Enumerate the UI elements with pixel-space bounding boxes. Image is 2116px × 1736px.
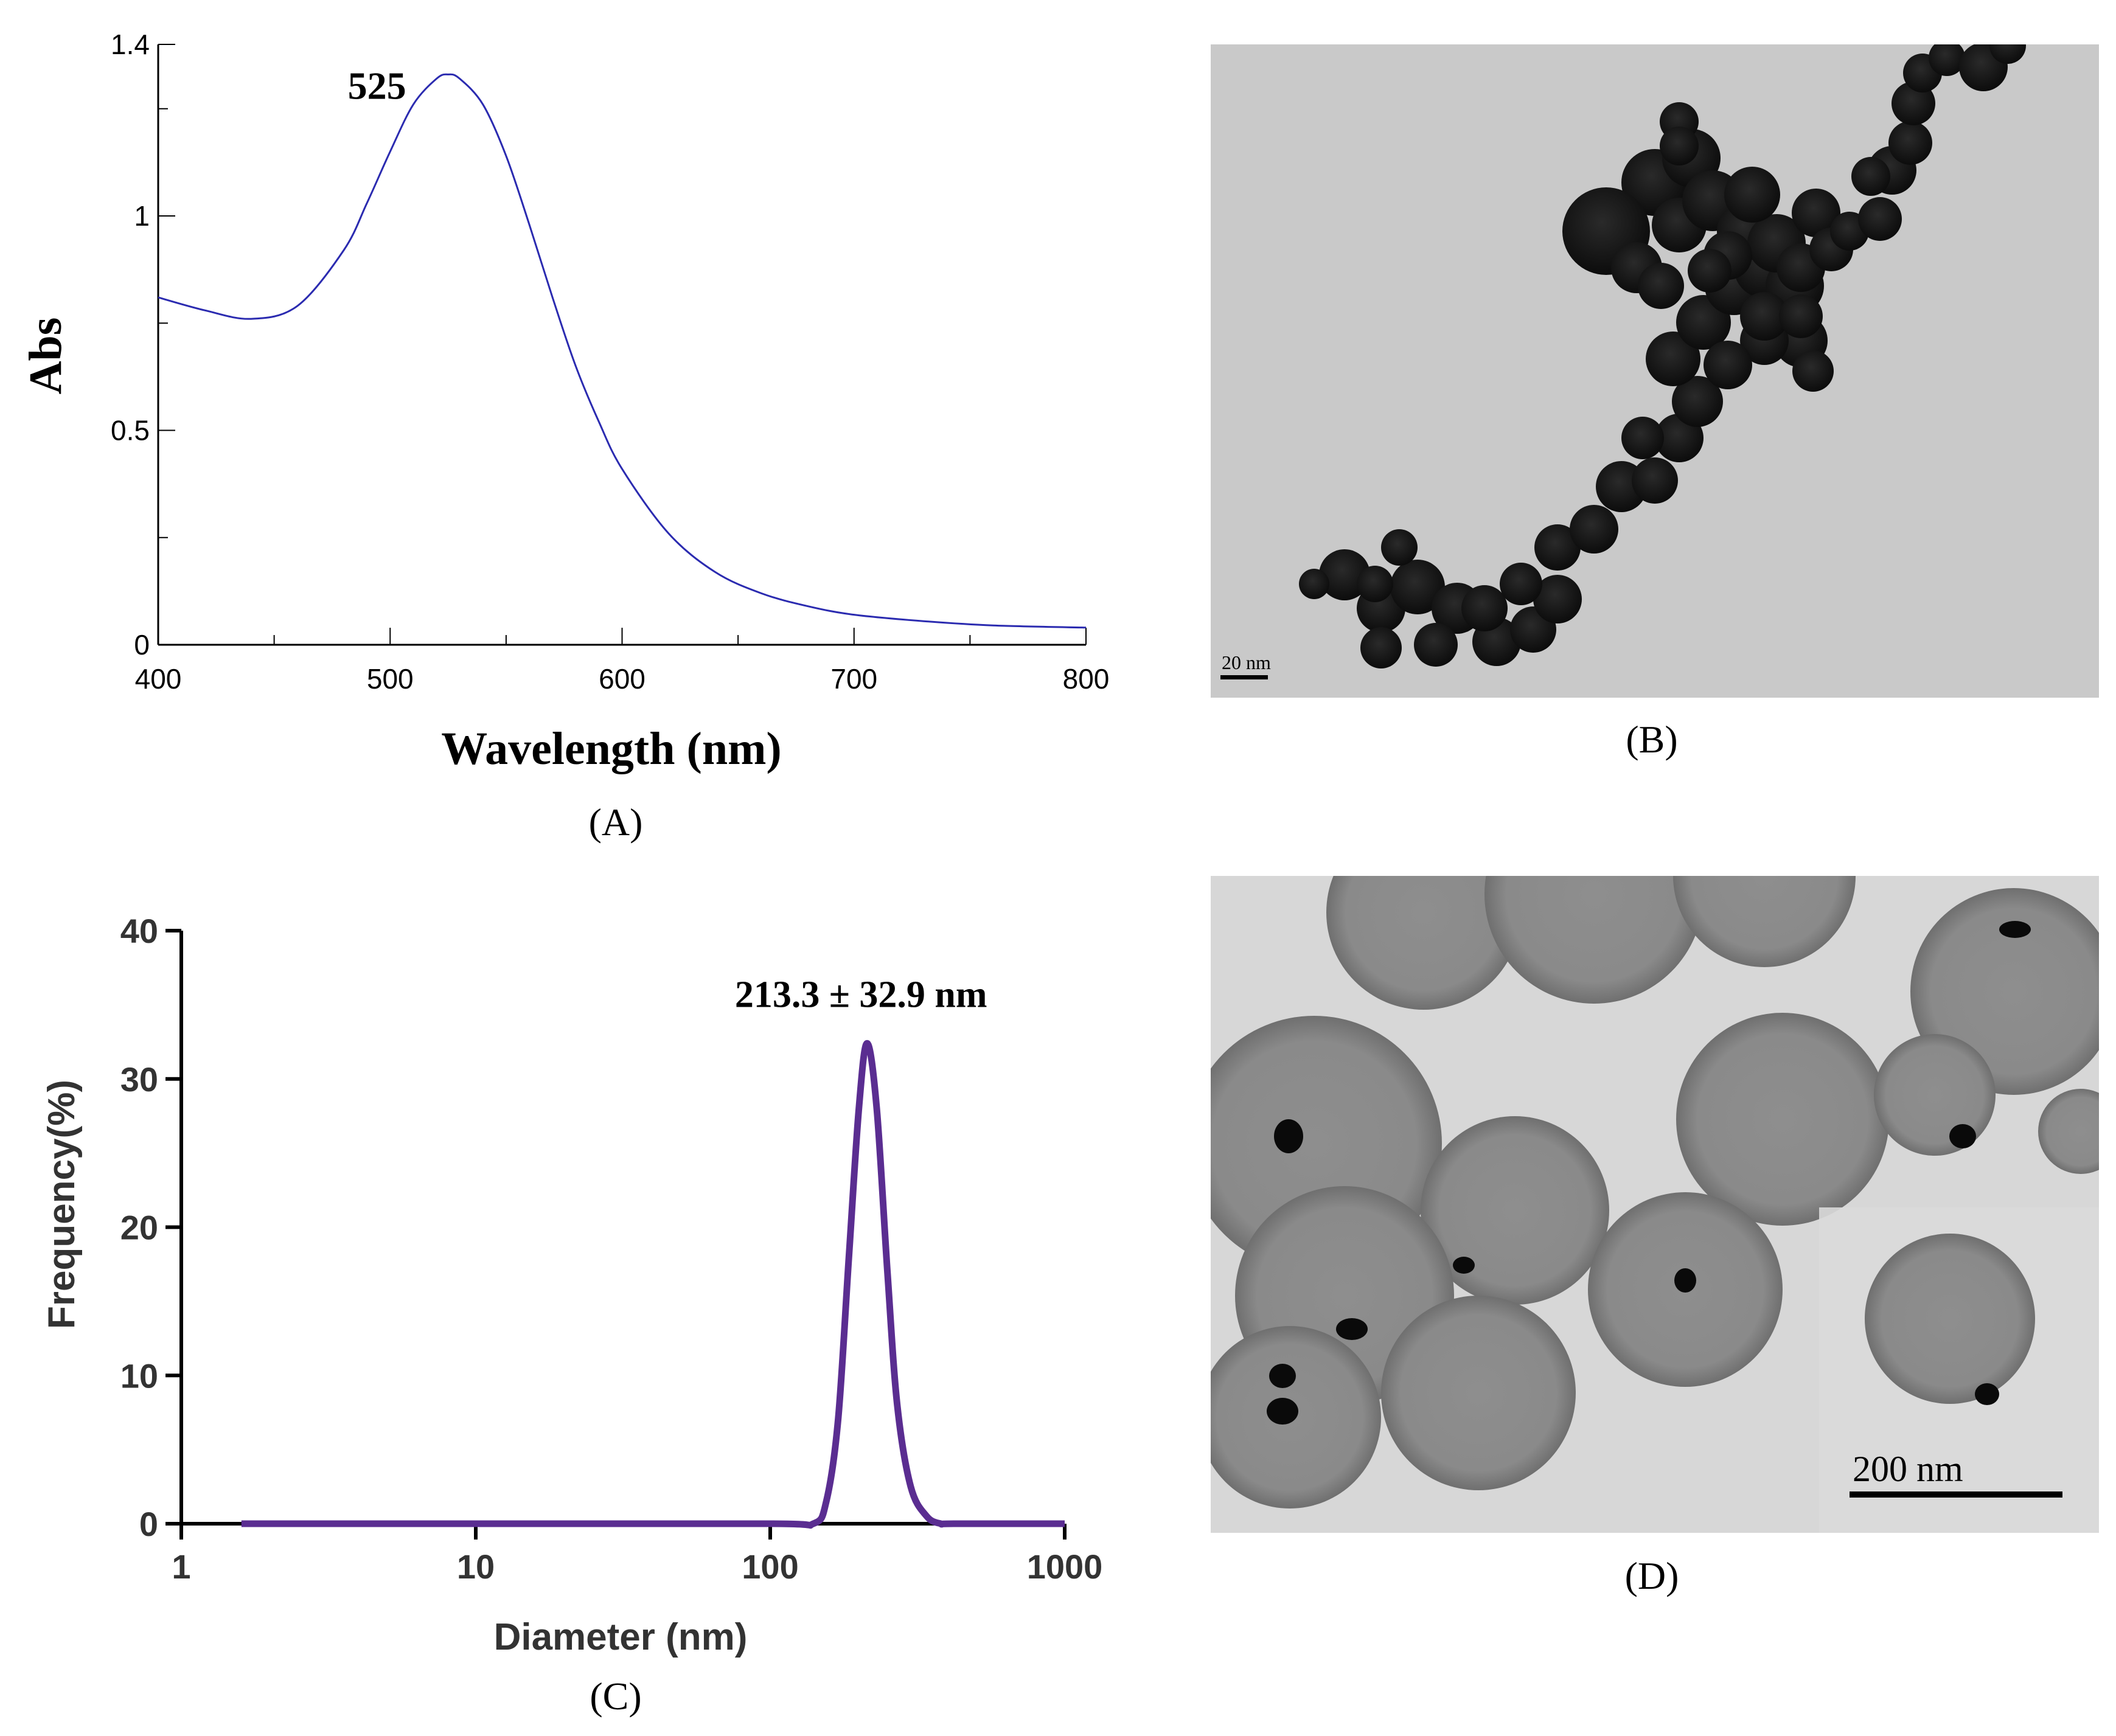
- silica-shell: [1326, 876, 1521, 1010]
- gold-core: [1999, 921, 2031, 938]
- dls-ticks: [165, 929, 1067, 1540]
- silica-shell: [1381, 1296, 1576, 1490]
- dls-y-tick-label: 40: [120, 912, 158, 950]
- tem-d-scale-bar: 200 nm: [1850, 1449, 2062, 1498]
- nanoparticle: [1929, 44, 1965, 76]
- nanoparticle: [1646, 332, 1700, 386]
- tem-silica-shells: [1211, 876, 2099, 1509]
- uv-vis-x-tick-label: 600: [599, 663, 646, 695]
- nanoparticle: [1688, 249, 1731, 293]
- uv-vis-chart: 400 500 600 700 800 0 0.5 1 1.4 525 Wavelength …: [20, 29, 1109, 774]
- uv-vis-x-tick-label: 500: [367, 663, 414, 695]
- nanoparticle: [1381, 529, 1418, 566]
- panel-b-caption: (B): [1626, 718, 1677, 761]
- silica-shell: [1676, 1013, 1889, 1226]
- tem-image-gold-nanoparticles: [1211, 44, 2099, 698]
- nanoparticle: [1390, 560, 1445, 614]
- nanoparticle: [1892, 82, 1935, 125]
- nanoparticle: [1989, 44, 2026, 64]
- gold-core: [1267, 1398, 1298, 1425]
- tem-d-inset-particle: [1865, 1234, 2035, 1404]
- nanoparticle: [1888, 121, 1932, 165]
- nanoparticle: [1299, 569, 1329, 599]
- dls-size-chart: 1 10 100 1000 0 10 20 30 40 213.3 ± 32.9 nm Dia…: [41, 912, 1102, 1658]
- uv-vis-x-tick-label: 400: [135, 663, 182, 695]
- dls-peak-annotation: 213.3 ± 32.9 nm: [735, 974, 987, 1015]
- nanoparticle: [1851, 157, 1890, 196]
- gold-core: [1674, 1268, 1696, 1293]
- dls-y-tick-label: 10: [120, 1356, 158, 1395]
- uv-vis-x-tick-label: 800: [1063, 663, 1110, 695]
- uv-vis-peak-annotation: 525: [348, 64, 406, 107]
- nanoparticle: [1672, 376, 1723, 427]
- dls-x-axis-label: Diameter (nm): [494, 1616, 748, 1658]
- nanoparticle: [1414, 623, 1458, 667]
- gold-core: [1274, 1119, 1303, 1153]
- dls-x-tick-label: 1000: [1027, 1547, 1103, 1586]
- nanoparticle: [1792, 350, 1834, 392]
- gold-core: [1949, 1124, 1976, 1148]
- uv-vis-x-axis-label: Wavelength (nm): [441, 723, 781, 774]
- dls-x-tick-label: 1: [172, 1547, 190, 1586]
- tem-b-scale-bar: 20 nm: [1220, 651, 1271, 679]
- nanoparticle: [1660, 127, 1699, 165]
- nanoparticle: [1570, 505, 1618, 554]
- uv-vis-ticks: [157, 44, 1087, 646]
- nanoparticle: [1533, 575, 1582, 623]
- uv-vis-y-tick-labels: 0 0.5 1 1.4: [111, 29, 150, 661]
- uv-vis-x-tick-label: 700: [830, 663, 877, 695]
- uv-vis-y-tick-label: 1.4: [111, 29, 150, 60]
- dls-x-tick-label: 10: [457, 1547, 495, 1586]
- nanoparticle: [1704, 341, 1752, 389]
- nanoparticle: [1621, 417, 1664, 459]
- dls-y-tick-labels: 0 10 20 30 40: [120, 912, 158, 1543]
- uv-vis-y-tick-label: 0.5: [111, 415, 150, 446]
- tem-d-scale-bar-label: 200 nm: [1853, 1449, 1963, 1489]
- gold-core: [1453, 1257, 1475, 1274]
- nanoparticle: [1779, 294, 1823, 338]
- dls-x-tick-label: 100: [742, 1547, 798, 1586]
- silica-shell: [1484, 876, 1704, 1004]
- uv-vis-y-axis-label: Abs: [20, 318, 71, 395]
- dls-y-tick-label: 30: [120, 1060, 158, 1099]
- nanoparticle: [1360, 627, 1402, 668]
- nanoparticle: [1534, 524, 1581, 571]
- uv-vis-y-tick-label: 1: [134, 200, 150, 232]
- gold-core: [1336, 1318, 1368, 1340]
- dls-y-tick-label: 20: [120, 1209, 158, 1247]
- silica-shell: [2038, 1089, 2099, 1174]
- silica-shell: [1673, 876, 1856, 967]
- silica-shell: [1874, 1034, 1996, 1156]
- tem-nanoparticle-cluster: [1299, 44, 2026, 668]
- dls-frequency-line: [241, 1040, 1065, 1529]
- nanoparticle: [1500, 563, 1542, 605]
- nanoparticle: [1740, 292, 1789, 341]
- dls-x-tick-labels: 1 10 100 1000: [172, 1547, 1102, 1586]
- tem-gold-cores: [1267, 921, 2031, 1425]
- nanoparticle: [1632, 457, 1678, 504]
- silica-shell: [1865, 1234, 2035, 1404]
- nanoparticle: [1357, 566, 1393, 602]
- dls-y-axis-label: Frequency(%): [41, 1080, 83, 1329]
- nanoparticle: [1638, 263, 1684, 309]
- panel-d-caption: (D): [1625, 1554, 1679, 1597]
- tem-image-core-shell-particles: [1211, 876, 2099, 1533]
- dls-y-tick-label: 0: [139, 1505, 158, 1543]
- nanoparticle: [1724, 167, 1780, 223]
- panel-c-caption: (C): [590, 1675, 641, 1718]
- uv-vis-x-tick-labels: 400 500 600 700 800: [135, 663, 1110, 695]
- gold-core: [1975, 1383, 1999, 1405]
- panel-a-caption: (A): [589, 800, 643, 844]
- tem-b-scale-bar-label: 20 nm: [1222, 651, 1271, 673]
- gold-core: [1269, 1364, 1296, 1388]
- nanoparticle: [1792, 189, 1840, 237]
- uv-vis-y-tick-label: 0: [134, 629, 150, 661]
- nanoparticle: [1461, 585, 1508, 631]
- uv-vis-absorbance-line: [158, 73, 1087, 629]
- nanoparticle: [1858, 197, 1902, 241]
